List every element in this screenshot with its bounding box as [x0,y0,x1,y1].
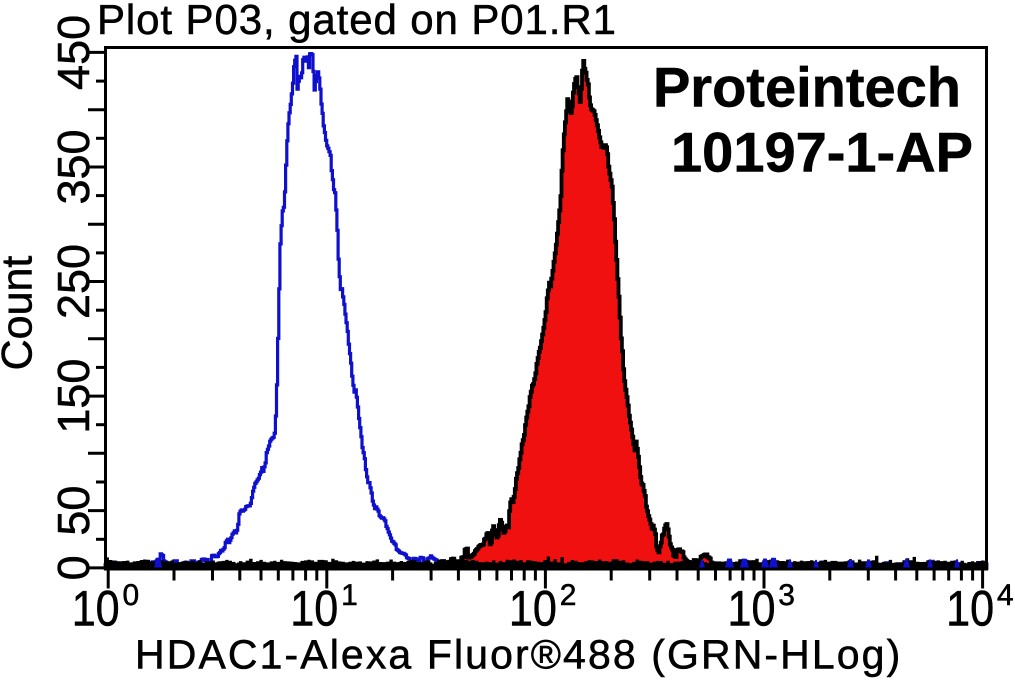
svg-text:10: 10 [946,581,994,637]
svg-text:0: 0 [123,579,140,612]
svg-text:Count: Count [0,256,42,371]
svg-text:0: 0 [48,555,99,580]
svg-text:HDAC1-Alexa Fluor®488 (GRN-HLo: HDAC1-Alexa Fluor®488 (GRN-HLog) [135,632,902,678]
svg-text:350: 350 [48,129,99,204]
svg-text:Proteintech: Proteintech [653,55,961,118]
svg-text:150: 150 [48,359,99,434]
svg-text:2: 2 [560,579,577,612]
svg-text:250: 250 [48,244,99,319]
svg-text:10: 10 [728,581,776,637]
svg-text:10: 10 [72,581,120,637]
svg-text:1: 1 [341,579,358,612]
svg-text:50: 50 [48,486,99,536]
svg-text:10197-1-AP: 10197-1-AP [671,121,973,184]
svg-text:4: 4 [997,579,1014,612]
svg-text:10: 10 [509,581,557,637]
svg-text:10: 10 [290,581,338,637]
svg-text:3: 3 [778,579,795,612]
svg-text:Plot P03, gated on P01.R1: Plot P03, gated on P01.R1 [97,0,617,43]
svg-text:450: 450 [48,15,99,90]
